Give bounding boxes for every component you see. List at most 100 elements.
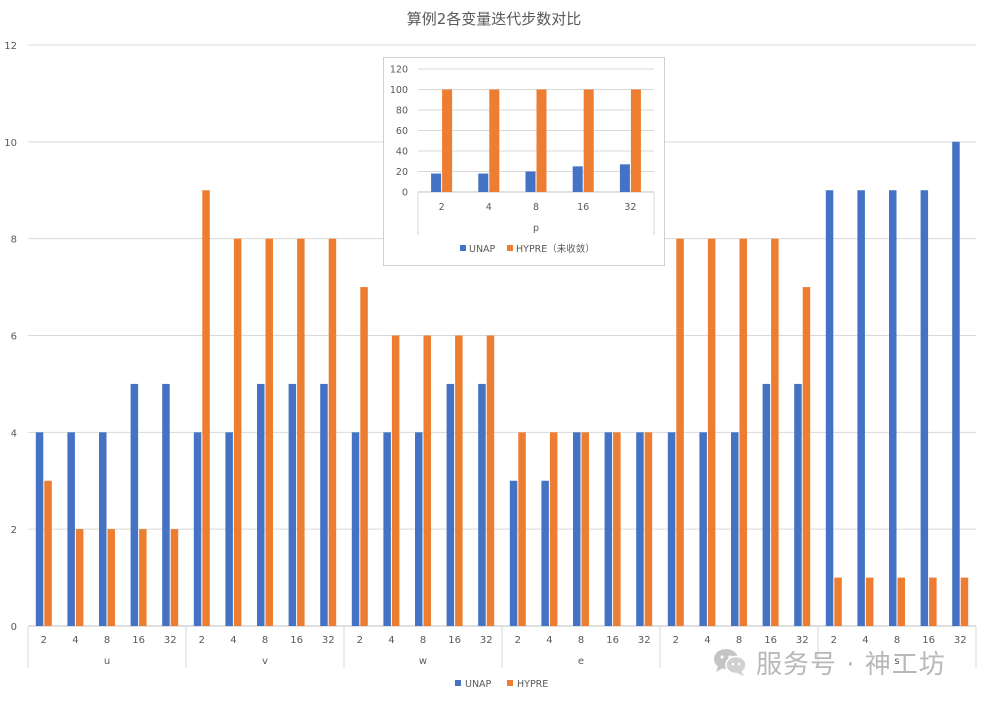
inset-x-tick-label: 16 — [577, 202, 589, 213]
inset-bar-hypre-16 — [583, 89, 594, 192]
bar-unap-s-4 — [857, 190, 865, 626]
inset-bar-unap-8 — [525, 171, 536, 192]
inset-bar-hypre-8 — [536, 89, 547, 192]
inset-y-tick-label: 60 — [396, 126, 408, 137]
x-tick-label: 2 — [515, 635, 521, 646]
wechat-icon — [714, 649, 747, 676]
x-tick-label: 8 — [736, 635, 742, 646]
inset-chart-frame: 0 20 40 60 80 100 120 2 4 8 16 32 p UNAP HYPRE（未收敛） — [383, 57, 665, 266]
bar-hypre-s-16 — [929, 577, 937, 626]
bar-unap-u-2 — [35, 432, 44, 626]
bar-unap-k-32 — [794, 383, 802, 626]
bar-hypre-s-2 — [834, 577, 842, 626]
legend-swatch-hypre — [507, 680, 513, 686]
y-tick-label: 8 — [11, 235, 17, 246]
bar-hypre-v-16 — [297, 238, 305, 626]
bar-hypre-u-4 — [75, 529, 84, 626]
legend-swatch-unap — [455, 680, 461, 686]
y-tick-label: 2 — [11, 525, 17, 536]
bar-hypre-v-8 — [265, 238, 273, 626]
y-tick-label: 10 — [4, 138, 17, 149]
inset-x-tick-label: 8 — [533, 202, 539, 213]
bar-hypre-e-16 — [613, 432, 621, 626]
bar-hypre-u-8 — [107, 529, 115, 626]
inset-bar-unap-4 — [478, 173, 489, 192]
bar-hypre-w-16 — [455, 335, 463, 626]
x-tick-label: 8 — [420, 635, 426, 646]
bar-hypre-v-2 — [202, 190, 210, 626]
bar-hypre-s-8 — [897, 577, 905, 626]
y-tick-label: 6 — [11, 332, 17, 343]
x-tick-label: 32 — [164, 635, 177, 646]
bar-hypre-e-4 — [549, 432, 558, 626]
watermark: 服务号 · 神工坊 — [712, 642, 972, 682]
inset-y-tick-label: 120 — [390, 65, 408, 76]
x-tick-label: 4 — [388, 635, 394, 646]
legend-label: HYPRE — [517, 679, 548, 690]
x-tick-label: 32 — [638, 635, 651, 646]
y-tick-label: 4 — [11, 428, 17, 439]
bar-hypre-w-2 — [360, 287, 368, 626]
bar-hypre-w-8 — [423, 335, 431, 626]
bar-unap-v-8 — [257, 383, 265, 626]
x-tick-label: 4 — [546, 635, 552, 646]
bar-unap-k-4 — [699, 432, 707, 626]
bar-unap-w-2 — [351, 432, 360, 626]
legend-label: UNAP — [465, 679, 492, 690]
bar-hypre-e-8 — [581, 432, 589, 626]
inset-legend-swatch-unap — [460, 245, 466, 251]
inset-bar-unap-32 — [619, 164, 630, 192]
bar-unap-u-8 — [99, 432, 107, 626]
y-tick-label: 12 — [4, 41, 17, 52]
bar-unap-e-16 — [604, 432, 613, 626]
x-tick-label: 2 — [831, 635, 837, 646]
group-label: v — [262, 656, 268, 667]
inset-bar-hypre-32 — [630, 89, 641, 192]
y-tick-label: 0 — [11, 622, 17, 633]
bar-hypre-k-16 — [771, 238, 779, 626]
bar-unap-s-8 — [889, 190, 897, 626]
group-label: s — [894, 656, 899, 667]
inset-y-tick-label: 20 — [396, 167, 408, 178]
bar-hypre-e-2 — [518, 432, 526, 626]
bar-hypre-k-4 — [707, 238, 716, 626]
inset-x-tick-label: 2 — [439, 202, 445, 213]
bar-hypre-w-4 — [391, 335, 400, 626]
bar-hypre-s-32 — [960, 577, 969, 626]
x-tick-label: 16 — [290, 635, 303, 646]
x-tick-label: 16 — [764, 635, 777, 646]
x-tick-label: 2 — [673, 635, 679, 646]
inset-group-label: p — [533, 223, 539, 234]
bar-unap-e-2 — [509, 480, 518, 626]
x-tick-label: 32 — [954, 635, 967, 646]
bar-unap-w-32 — [478, 383, 486, 626]
bar-unap-s-2 — [825, 190, 834, 626]
x-tick-label: 8 — [578, 635, 584, 646]
bar-hypre-u-32 — [170, 529, 179, 626]
bar-unap-s-16 — [920, 190, 929, 626]
x-tick-label: 8 — [262, 635, 268, 646]
group-label: u — [104, 656, 110, 667]
bar-unap-v-2 — [193, 432, 202, 626]
bar-hypre-e-32 — [644, 432, 653, 626]
x-tick-label: 8 — [894, 635, 900, 646]
inset-legend-label: HYPRE（未收敛） — [516, 243, 595, 255]
inset-y-tick-label: 40 — [396, 147, 408, 158]
x-tick-label: 4 — [704, 635, 710, 646]
bar-hypre-k-2 — [676, 238, 684, 626]
x-tick-label: 32 — [796, 635, 809, 646]
inset-y-tick-label: 100 — [390, 85, 408, 96]
x-tick-label: 4 — [862, 635, 868, 646]
x-tick-label: 8 — [104, 635, 110, 646]
bar-unap-k-16 — [762, 383, 771, 626]
inset-bar-hypre-2 — [442, 89, 453, 192]
x-tick-label: 2 — [199, 635, 205, 646]
bar-unap-w-16 — [446, 383, 455, 626]
inset-legend-label: UNAP — [469, 244, 496, 255]
inset-y-tick-label: 0 — [402, 188, 408, 199]
inset-legend-swatch-hypre — [507, 245, 513, 251]
bar-hypre-u-2 — [44, 480, 52, 626]
chart-title: 算例2各变量迭代步数对比 — [407, 10, 582, 28]
x-tick-label: 4 — [230, 635, 236, 646]
